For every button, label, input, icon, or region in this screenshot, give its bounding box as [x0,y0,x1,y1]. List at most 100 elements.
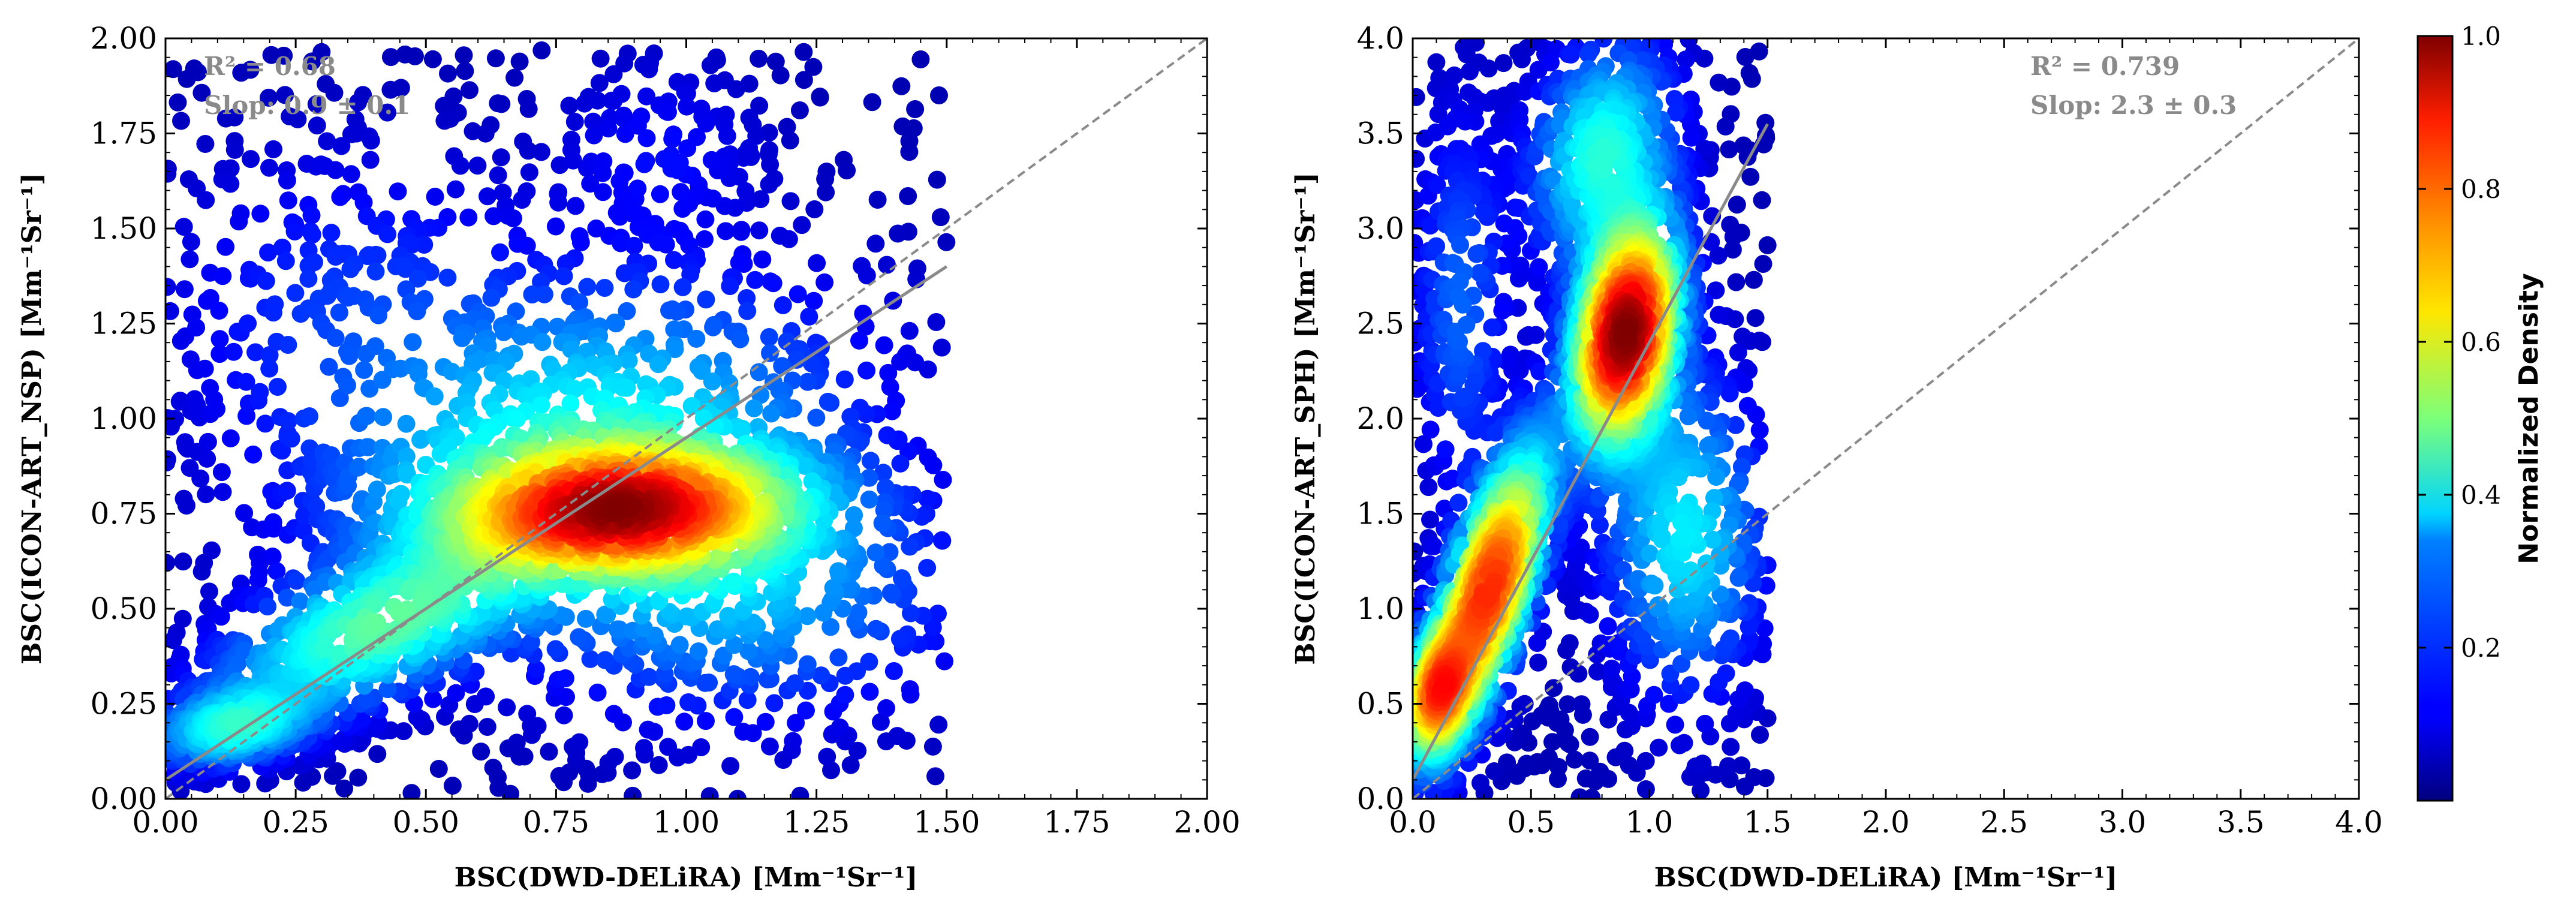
scatter-point [893,117,912,136]
scatter-point [1740,64,1759,82]
y-tick-label: 1.75 [91,116,157,151]
scatter-point [1758,236,1777,254]
scatter-point [453,329,471,347]
scatter-point [637,129,656,148]
scatter-point [919,448,937,467]
scatter-point [818,747,836,766]
scatter-point [1722,738,1740,756]
scatter-point [196,135,215,153]
scatter-point [232,64,251,82]
scatter-point [1450,272,1469,291]
scatter-point [1425,537,1443,555]
scatter-point [1729,690,1747,709]
scatter-point [900,143,919,161]
scatter-point [678,97,696,116]
scatter-point [378,680,397,699]
scatter-point [787,350,806,369]
scatter-point [555,706,573,724]
scatter-point [1699,437,1717,455]
scatter-point [1740,618,1758,636]
scatter-point [578,278,597,296]
scatter-point [778,332,796,351]
scatter-point [279,412,297,431]
scatter-point [368,614,387,632]
scatter-point [857,361,876,380]
scatter-point [1566,750,1584,769]
scatter-point [322,224,341,242]
scatter-point [461,81,479,100]
scatter-point [721,277,739,295]
scatter-point [1457,315,1476,334]
scatter-point [665,320,684,339]
scatter-point [242,150,260,169]
scatter-point [880,543,899,561]
scatter-point [918,489,937,508]
scatter-point [326,329,345,347]
scatter-point [1636,751,1655,770]
scatter-point [795,71,813,89]
scatter-point [808,254,826,272]
scatter-point [213,483,232,501]
scatter-point [1471,774,1489,792]
scatter-point [168,93,187,112]
scatter-point [546,640,565,659]
scatter-point [805,200,824,218]
scatter-point [607,314,625,333]
scatter-point [1488,729,1507,747]
scatter-point [881,378,899,396]
scatter-point [750,221,769,240]
one-to-one-line [164,37,1208,800]
scatter-point [703,372,721,391]
scatter-point [381,80,400,99]
scatter-point [1720,140,1738,159]
scatter-point [353,711,371,729]
scatter-point [260,158,278,177]
scatter-point [464,122,482,140]
scatter-point [812,666,830,685]
scatter-point [528,717,547,735]
scatter-point [1439,117,1457,136]
scatter-point [877,479,895,497]
scatter-point [889,224,907,243]
scatter-point [165,60,182,79]
scatter-point [246,343,264,362]
scatter-point [1734,327,1752,346]
scatter-point [409,269,427,288]
scatter-point [308,116,326,135]
scatter-point [260,359,279,378]
scatter-point [555,267,573,285]
scatter-point [868,191,887,209]
scatter-point [787,714,805,732]
scatter-point [570,628,588,647]
scatter-point [1527,326,1545,344]
scatter-point [750,363,768,381]
scatter-point [1746,309,1765,327]
scatter-point [1415,435,1433,453]
scatter-point [342,165,360,184]
scatter-point [594,183,612,202]
scatter-point [369,714,387,732]
scatter-point [1636,780,1655,798]
scatter-point [673,200,692,218]
scatter-point [1720,631,1738,650]
scatter-point [673,278,692,296]
scatter-point [1717,664,1735,683]
scatter-point [1511,697,1530,716]
scatter-point [666,340,684,359]
scatter-point [205,390,224,409]
scatter-point [836,666,854,685]
scatter-point [264,303,282,322]
scatter-point [604,92,623,110]
scatter-point [201,288,219,307]
scatter-point [1520,167,1539,185]
scatter-point [860,468,878,487]
scatter-point [835,370,854,389]
scatter-point [408,302,426,320]
x-tick-label: 1.00 [653,805,720,840]
scatter-point [326,161,345,179]
scatter-point [1451,236,1469,254]
scatter-point [180,768,198,787]
scatter-point [249,571,267,589]
scatter-point [317,640,335,659]
scatter-point [1528,634,1546,652]
